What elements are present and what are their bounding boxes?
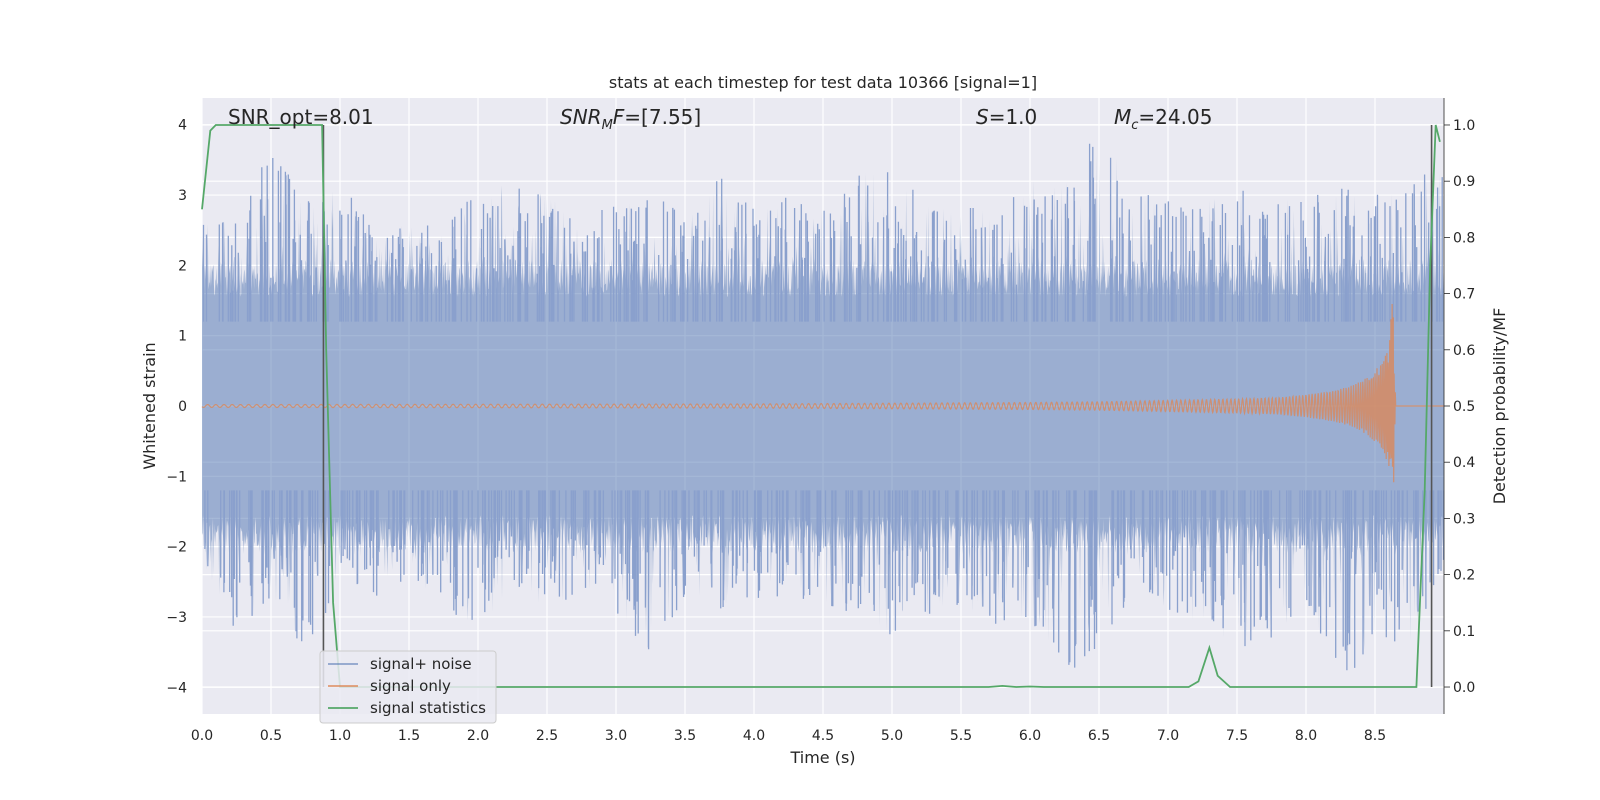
signal-statistics-line	[201, 124, 1441, 688]
x-tick-label: 0.0	[191, 728, 213, 744]
signal-only-trace	[201, 303, 1444, 483]
y2-tick-label: 0.3	[1453, 511, 1475, 527]
y-tick-label: −3	[166, 610, 187, 626]
y-tick-label: 0	[178, 399, 187, 415]
y-tick-label: 3	[178, 188, 187, 204]
legend-label-signal-statistics: signal statistics	[370, 699, 486, 717]
annotation-snr-opt: SNR_opt=8.01	[228, 105, 374, 129]
annotation-mc: Mc=24.05	[1114, 105, 1212, 133]
x-tick-label: 1.0	[329, 728, 351, 744]
x-tick-label: 4.0	[743, 728, 765, 744]
y2-axis-ticks: 0.0 0.1 0.2 0.3 0.4 0.5 0.6 0.7 0.8 0.9 1.0	[1444, 118, 1475, 696]
x-tick-label: 7.5	[1226, 728, 1248, 744]
x-tick-label: 6.0	[1019, 728, 1041, 744]
y-tick-label: −2	[166, 540, 187, 556]
chart-title: stats at each timestep for test data 103…	[609, 73, 1037, 92]
y2-axis-label: Detection probability/MF	[1490, 308, 1509, 505]
x-axis-label: Time (s)	[789, 748, 855, 767]
annotation-s: S=1.0	[976, 105, 1037, 129]
y-tick-label: 4	[178, 118, 187, 134]
y2-tick-label: 0.8	[1453, 230, 1475, 246]
x-tick-label: 3.5	[674, 728, 696, 744]
x-tick-label: 2.5	[536, 728, 558, 744]
legend-label-signal-only: signal only	[370, 677, 451, 695]
legend: signal+ noise signal only signal statist…	[319, 650, 497, 724]
y-tick-label: 1	[178, 329, 187, 345]
x-tick-label: 0.5	[260, 728, 282, 744]
x-tick-label: 8.0	[1295, 728, 1317, 744]
x-tick-label: 8.5	[1364, 728, 1386, 744]
x-tick-label: 3.0	[605, 728, 627, 744]
y-tick-label: −4	[166, 680, 187, 696]
signal-noise-trace	[202, 154, 1444, 652]
y2-tick-label: 0.7	[1453, 287, 1475, 303]
y2-tick-label: 0.9	[1453, 174, 1475, 190]
x-tick-label: 5.5	[950, 728, 972, 744]
x-tick-label: 4.5	[812, 728, 834, 744]
y2-tick-label: 0.1	[1453, 624, 1475, 640]
y2-tick-label: 1.0	[1453, 118, 1475, 134]
x-tick-label: 7.0	[1157, 728, 1179, 744]
y-axis-label: Whitened strain	[140, 342, 159, 469]
annotations: SNR_opt=8.01 SNRMF=[7.55] S=1.0 Mc=24.05	[228, 105, 1212, 133]
plot-area	[201, 124, 1445, 688]
x-tick-label: 1.5	[398, 728, 420, 744]
y2-tick-label: 0.4	[1453, 455, 1475, 471]
legend-box	[319, 650, 497, 724]
y-axis-ticks: −4 −3 −2 −1 0 1 2 3 4	[166, 118, 187, 697]
x-tick-label: 5.0	[881, 728, 903, 744]
x-tick-label: 6.5	[1088, 728, 1110, 744]
annotation-snr-mf: SNRMF=[7.55]	[560, 105, 701, 133]
y2-tick-label: 0.2	[1453, 568, 1475, 584]
x-axis-ticks: 0.0 0.5 1.0 1.5 2.0 2.5 3.0 3.5 4.0 4.5 5.0 5.5 6.0 6…	[191, 728, 1386, 744]
y2-tick-label: 0.6	[1453, 343, 1475, 359]
x-tick-label: 2.0	[467, 728, 489, 744]
y2-tick-label: 0.5	[1453, 399, 1475, 415]
signal-noise-spikes	[202, 143, 1445, 671]
y-tick-label: −1	[166, 469, 187, 485]
legend-label-signal-noise: signal+ noise	[370, 655, 472, 673]
y-tick-label: 2	[178, 258, 187, 274]
y2-tick-label: 0.0	[1453, 680, 1475, 696]
